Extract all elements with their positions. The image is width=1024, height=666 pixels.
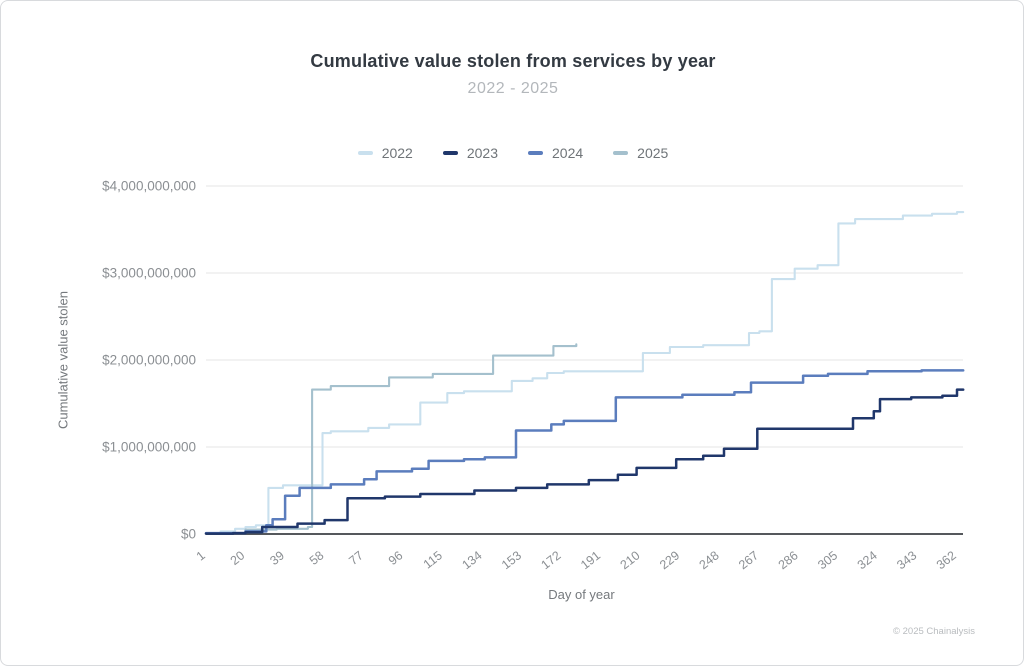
x-tick-label: 248 <box>697 548 722 572</box>
legend-label: 2022 <box>381 145 413 161</box>
legend-item-2023[interactable]: 2023 <box>442 145 498 161</box>
legend-swatch-2025 <box>613 151 629 155</box>
x-tick-label: 115 <box>421 548 445 571</box>
x-tick-label: 267 <box>736 548 761 572</box>
x-tick-label: 305 <box>815 548 840 572</box>
series-line-2022 <box>204 211 965 535</box>
y-tick-label: $1,000,000,000 <box>102 440 196 455</box>
y-tick-label: $3,000,000,000 <box>102 266 196 281</box>
series-line-2024 <box>204 369 965 535</box>
chart-title: Cumulative value stolen from services by… <box>310 51 716 71</box>
legend-swatch-2024 <box>528 151 543 155</box>
y-tick-label: $0 <box>181 527 196 542</box>
x-tick-label: 1 <box>194 548 208 563</box>
series-line-2025 <box>204 343 578 535</box>
legend-item-2022[interactable]: 2022 <box>357 145 413 161</box>
legend-item-2025[interactable]: 2025 <box>613 145 668 161</box>
y-tick-label: $4,000,000,000 <box>102 179 196 194</box>
legend: 2022 2023 2024 2025 <box>1 145 1023 161</box>
chart-subtitle: 2022 - 2025 <box>467 80 559 97</box>
legend-swatch-2023 <box>442 151 458 155</box>
series-line-2023 <box>204 388 965 535</box>
x-tick-label: 39 <box>267 548 287 568</box>
legend-label: 2024 <box>552 145 584 161</box>
x-tick-label: 324 <box>855 548 880 572</box>
x-tick-label: 362 <box>934 548 959 572</box>
x-tick-label: 153 <box>499 548 524 572</box>
y-axis-label: Cumulative value stolen <box>55 290 71 430</box>
x-tick-label: 20 <box>228 548 248 568</box>
x-tick-label: 210 <box>618 548 643 572</box>
x-tick-label: 58 <box>307 548 327 568</box>
x-tick-label: 286 <box>776 548 801 572</box>
x-tick-label: 191 <box>578 548 603 572</box>
x-axis-label: Day of year <box>548 587 615 602</box>
x-tick-label: 96 <box>386 548 406 568</box>
legend-label: 2025 <box>637 145 669 161</box>
y-tick-label: $2,000,000,000 <box>102 353 196 368</box>
legend-label: 2023 <box>466 145 498 161</box>
legend-item-2024[interactable]: 2024 <box>528 145 583 161</box>
legend-swatch-2022 <box>357 151 373 155</box>
x-tick-label: 343 <box>894 548 919 572</box>
x-tick-label: 77 <box>346 548 366 568</box>
x-tick-label: 172 <box>539 548 564 572</box>
x-tick-label: 229 <box>657 548 682 572</box>
copyright-note: © 2025 Chainalysis <box>893 626 975 637</box>
x-tick-label: 134 <box>459 548 484 572</box>
